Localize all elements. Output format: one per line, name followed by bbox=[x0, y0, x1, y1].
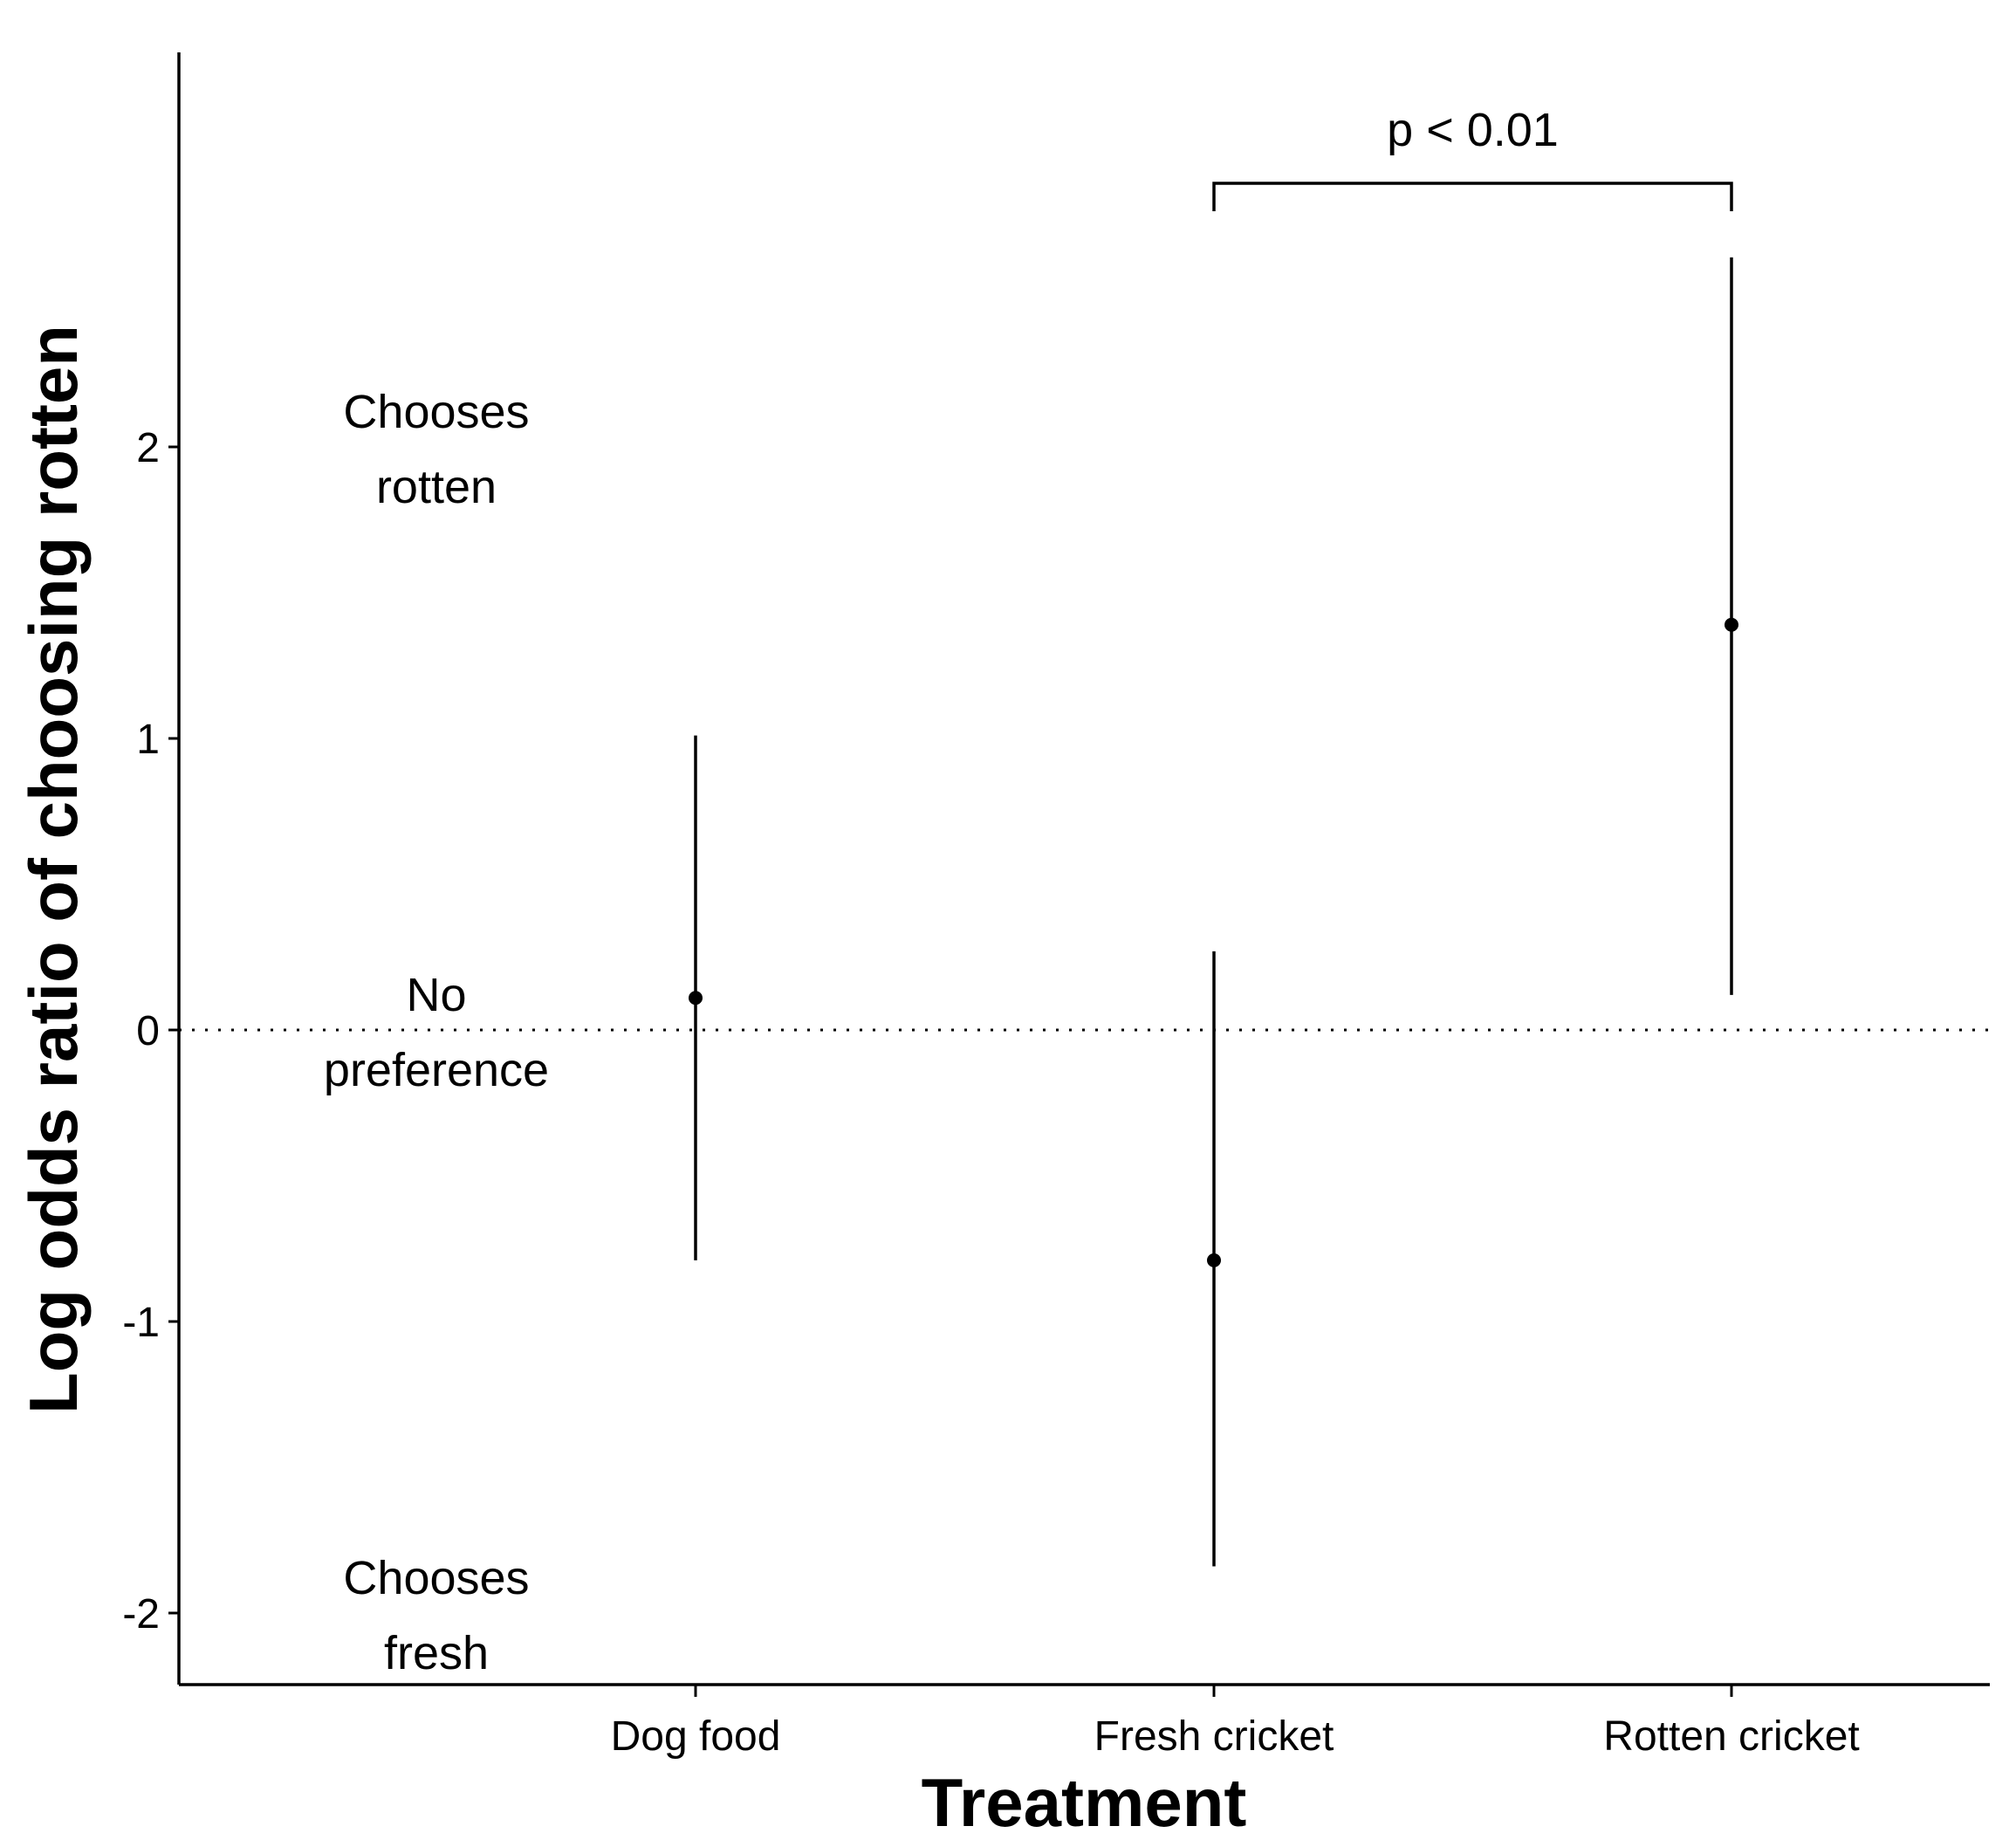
plot-area: -2 -1 0 1 2 Dog food Fresh cricket Rotten crick… bbox=[122, 52, 1990, 1760]
x-tick-label: Rotten cricket bbox=[1603, 1713, 1859, 1760]
annotation-label: Chooses fresh bbox=[343, 1552, 529, 1679]
annotation-label: No preference bbox=[324, 969, 549, 1096]
annotation-line: Chooses bbox=[343, 386, 529, 438]
significance-label: p < 0.01 bbox=[1387, 104, 1559, 156]
x-axis-title: Treatment bbox=[922, 1764, 1247, 1833]
y-tick-label: 2 bbox=[136, 425, 160, 471]
annotation-line: Chooses bbox=[343, 1552, 529, 1604]
annotation-line: rotten bbox=[376, 461, 497, 513]
data-point bbox=[689, 991, 703, 1006]
annotation-line: preference bbox=[324, 1044, 549, 1096]
data-point bbox=[1725, 617, 1738, 632]
y-tick-label: -1 bbox=[122, 1300, 160, 1346]
x-tick-label: Fresh cricket bbox=[1094, 1713, 1334, 1760]
y-axis-title: Log odds ratio of choosing rotten bbox=[15, 325, 92, 1414]
annotation-label: Chooses rotten bbox=[343, 386, 529, 513]
annotation-line: No bbox=[406, 969, 466, 1021]
annotation-line: fresh bbox=[384, 1627, 489, 1679]
y-tick-label: 0 bbox=[136, 1008, 160, 1054]
y-tick-label: -2 bbox=[122, 1591, 160, 1637]
significance-bracket bbox=[1212, 182, 1733, 211]
data-point bbox=[1207, 1253, 1221, 1267]
x-tick-label: Dog food bbox=[611, 1713, 781, 1760]
y-tick-label: 1 bbox=[136, 717, 160, 763]
